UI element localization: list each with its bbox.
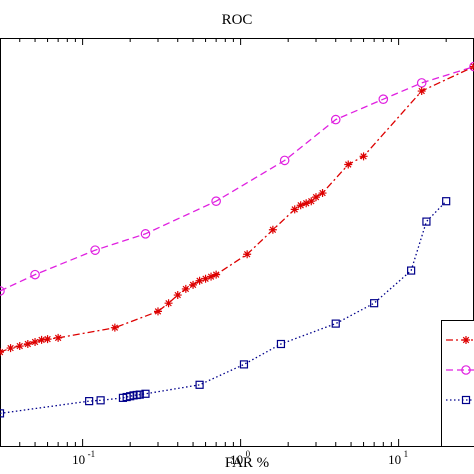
series-1-point [378, 94, 389, 104]
series-2-point [189, 280, 198, 289]
series-2-point [154, 307, 162, 316]
series-3-line [0, 200, 447, 415]
series-3-point [195, 380, 204, 389]
x-axis-ticks: 10 -1 10 0 10 1 [19, 38, 447, 467]
x-axis-label: FAR % [225, 455, 269, 471]
series-1-point [0, 286, 5, 296]
series-2-point [164, 299, 173, 308]
series-1-point [279, 155, 290, 166]
series-3-point [141, 389, 150, 398]
series-2-line [0, 66, 474, 353]
series-3-point [331, 319, 340, 328]
series-2-point [359, 152, 368, 161]
x-tick-exponent: 0 [246, 449, 251, 459]
series-3-point [407, 266, 416, 275]
series-1-point [30, 269, 40, 280]
x-tick-label: 10 [72, 452, 85, 467]
x-tick-label: 10 [388, 452, 401, 467]
series-2-point [181, 284, 190, 293]
series-2-point [207, 272, 216, 281]
series-1-point [211, 196, 221, 206]
legend-entries [446, 336, 474, 405]
series-2-point [195, 276, 204, 285]
series-3-point [85, 397, 94, 406]
series-2-point [212, 270, 221, 279]
plot-frame [0, 38, 474, 447]
series-3-point [276, 339, 286, 349]
series-2-point [31, 337, 40, 346]
series-3-point [370, 299, 379, 308]
series-3-point [96, 396, 105, 405]
series-2-point [243, 250, 252, 259]
series-1-point [90, 245, 100, 255]
series-2-point [417, 87, 426, 96]
legend-marker-1 [462, 336, 470, 344]
series-2-point [6, 344, 15, 353]
series-2-point [344, 160, 353, 169]
x-tick-exponent: 1 [404, 449, 409, 459]
x-tick-label: 10 [230, 452, 243, 467]
series-2-point [0, 348, 4, 357]
series-2-point [173, 291, 182, 300]
series-1-point [330, 114, 341, 125]
legend-box [441, 320, 474, 447]
series-2-point [318, 189, 327, 198]
series-2-point [307, 197, 316, 206]
series-2-point [54, 333, 63, 342]
series-1-point [140, 229, 151, 239]
series-2-point [37, 335, 46, 344]
series-2-point [268, 225, 277, 234]
series-2-point [43, 335, 52, 344]
legend-marker-2 [461, 365, 471, 375]
chart-title: ROC [222, 12, 253, 28]
legend-marker-3 [461, 395, 471, 405]
series-2-point [290, 205, 299, 214]
series-2-point [296, 201, 305, 210]
series-1-line [0, 65, 474, 292]
series-3-point [0, 409, 5, 418]
x-tick-exponent: -1 [88, 449, 96, 459]
series-2-point [15, 342, 24, 351]
series-3-point [239, 360, 249, 369]
series-2 [0, 62, 474, 357]
legend [441, 320, 474, 447]
series-2-point [302, 199, 311, 208]
series-2-point [110, 323, 119, 332]
series-3-point [442, 197, 451, 206]
series-layer [0, 61, 474, 418]
series-3-point [135, 390, 144, 399]
series-1-point [416, 78, 427, 88]
series-2-point [201, 274, 210, 283]
series-3 [0, 197, 451, 418]
series-3-point [422, 217, 431, 226]
series-2-point [23, 340, 32, 348]
series-2-point [312, 193, 320, 202]
